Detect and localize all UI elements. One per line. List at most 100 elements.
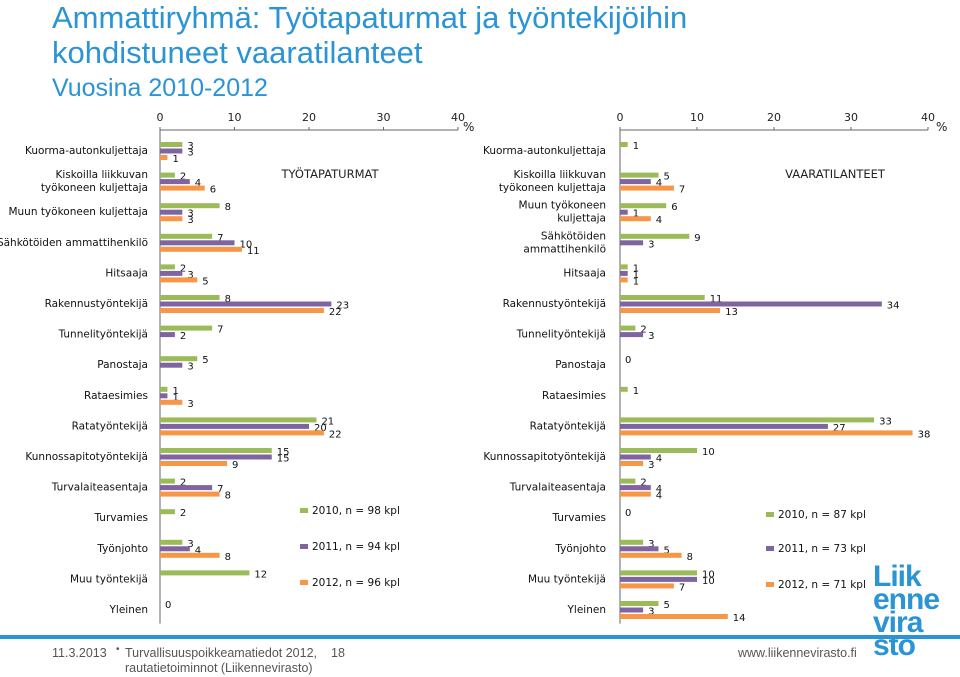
chart-1-data-label: 15 (277, 454, 290, 465)
logo-line-2: enne (873, 583, 940, 616)
chart-2-bar-3 (620, 461, 644, 466)
chart-1-legend-swatch (300, 544, 308, 549)
chart-2-bar-2 (620, 546, 659, 552)
chart-1-bar-2 (160, 209, 183, 215)
chart-2-legend-entry: 2010, n = 87 kpl (778, 509, 866, 521)
chart-1-bar-2 (160, 423, 309, 429)
chart-1-bar-2 (160, 546, 190, 552)
chart-1-tick-label: 30 (377, 111, 391, 124)
chart-1-legend-entry: 2012, n = 96 kpl (312, 577, 400, 589)
chart-2-category-label: Turvalaiteasentaja (509, 482, 606, 494)
chart-1-tick-label: 0 (157, 111, 164, 124)
chart-1-category-label: Kunnossapitotyöntekijä (25, 451, 148, 463)
chart-2-bar-1 (620, 448, 697, 453)
chart-1-category-label: Työnjohto (96, 543, 148, 555)
chart-1-data-label: 9 (232, 460, 238, 471)
chart-1-bar-1 (160, 203, 220, 209)
chart-2-data-label: 5 (664, 545, 670, 556)
chart-1-bar-1 (160, 570, 250, 576)
chart-2-bar-3 (620, 614, 728, 619)
chart-1-data-label: 2 (180, 478, 186, 489)
chart-1-data-label: 2 (180, 331, 186, 342)
chart-2-bar-3 (620, 277, 628, 283)
chart-2-bar-2 (620, 240, 644, 246)
chart-1-bar-3 (160, 216, 183, 222)
chart-1-bar-2 (160, 454, 272, 460)
chart-1-bar-1 (160, 325, 213, 331)
chart-2-title: VAARATILANTEET (785, 167, 886, 181)
chart-1-category-label: Kiskoilla liikkuvan (56, 169, 148, 181)
chart-2-data-label: 10 (702, 447, 715, 458)
chart-2-bar-1 (620, 539, 644, 545)
chart-2-category-label: Muu työntekijä (528, 573, 606, 585)
chart-2-data-label: 3 (648, 460, 654, 471)
chart-2-category-label: Hitsaaja (563, 267, 606, 279)
chart-1-data-label: 5 (202, 355, 208, 366)
chart-2-bar-1 (620, 325, 636, 331)
chart-2-bar-2 (620, 179, 651, 185)
chart-2-bar-2 (620, 270, 628, 276)
chart-2-data-label: 7 (679, 185, 685, 196)
chart-1-data-label: 3 (187, 215, 193, 226)
chart-1-bar-1 (160, 264, 175, 270)
chart-2-data-label: 34 (887, 301, 900, 312)
chart-1-data-label: 2 (180, 508, 186, 519)
chart-1-data-label: 21 (321, 416, 334, 427)
chart-2-category-label: Yleinen (567, 604, 606, 616)
chart-1-legend-entry: 2010, n = 98 kpl (312, 505, 400, 517)
chart-2-data-label: 2 (640, 478, 646, 489)
chart-2-data-label: 1 (633, 209, 639, 220)
chart-2-data-label: 14 (733, 613, 746, 624)
chart-2-category-label: Kunnossapitotyöntekijä (483, 451, 606, 463)
chart-2-bar-2 (620, 332, 644, 338)
chart-2-category-label: ammattihenkilö (523, 243, 606, 255)
chart-2-bar-2 (620, 485, 651, 491)
footer-url[interactable]: www.liikennevirasto.fi (738, 646, 857, 660)
chart-1-data-label: 3 (187, 270, 193, 281)
chart-1-data-label: 5 (202, 276, 208, 287)
footer-page-number: 18 (331, 646, 345, 660)
chart-1-legend-swatch (300, 580, 308, 585)
chart-2-tick-label: 20 (767, 111, 781, 124)
chart-1-data-label: 15 (277, 447, 290, 458)
chart-2-data-label: 7 (679, 582, 685, 593)
chart-1-data-label: 3 (187, 148, 193, 159)
chart-1-bar-1 (160, 386, 168, 392)
chart-1-data-label: 4 (195, 178, 201, 189)
chart-1-bar-3 (160, 277, 198, 283)
chart-2-bar-2 (620, 607, 644, 613)
chart-1-category-label: Yleinen (109, 604, 148, 616)
chart-1-category-label: Muu työntekijä (70, 573, 148, 585)
chart-1-data-label: 3 (187, 362, 193, 373)
chart-1-bar-1 (160, 509, 175, 515)
chart-1-bar-1 (160, 539, 183, 545)
chart-1-bar-1 (160, 295, 220, 300)
chart-2-data-label: 9 (694, 233, 700, 244)
chart-2-legend-entry: 2011, n = 73 kpl (778, 543, 866, 555)
chart-2-category-label: kuljettaja (557, 213, 606, 225)
chart-1-bar-3 (160, 491, 220, 497)
chart-1-bar-3 (160, 552, 220, 558)
chart-2-bar-1 (620, 295, 705, 300)
chart-2-bar-1 (620, 142, 628, 147)
chart-1-title: TYÖTAPATURMAT (281, 165, 380, 181)
footer-date: 11.3.2013 (52, 646, 107, 660)
chart-2-data-label: 13 (725, 307, 738, 318)
chart-2-category-label: työkoneen kuljettaja (499, 182, 606, 194)
chart-2-bar-3 (620, 430, 913, 436)
chart-2-bar-2 (620, 209, 628, 215)
chart-1-bar-1 (160, 172, 175, 178)
chart-2-bar-1 (620, 478, 636, 484)
chart-2-data-label: 33 (879, 416, 892, 427)
chart-1-data-label: 1 (172, 154, 178, 165)
title-line-2: kohdistuneet vaaratilanteet (52, 35, 423, 70)
chart-2-bar-1 (620, 417, 875, 423)
chart-1-bar-3 (160, 399, 183, 405)
chart-2-category-label: Turvamies (551, 512, 606, 524)
chart-2-bar-3 (620, 216, 651, 222)
chart-1-bar-1 (160, 478, 175, 484)
chart-1-category-label: Turvamies (93, 512, 148, 524)
chart-1-bar-2 (160, 485, 213, 491)
chart-1-data-label: 8 (225, 491, 231, 502)
chart-2-category-label: Työnjohto (554, 543, 606, 555)
